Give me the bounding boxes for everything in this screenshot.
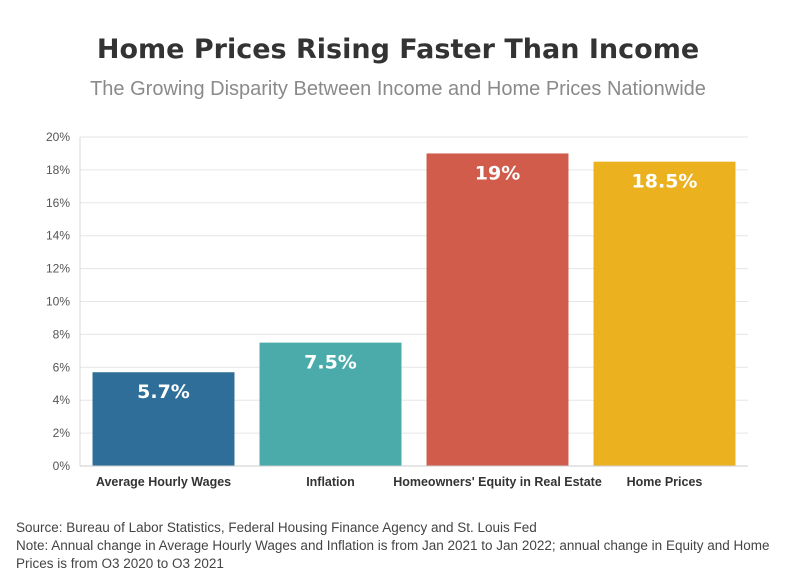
- bar-data-label: 18.5%: [632, 171, 698, 193]
- bar: [426, 153, 569, 466]
- bar-data-label: 5.7%: [137, 381, 190, 403]
- bar: [92, 372, 235, 466]
- y-tick-label: 18%: [46, 163, 70, 177]
- chart-title: Home Prices Rising Faster Than Income: [96, 34, 700, 65]
- bar: [593, 161, 736, 467]
- y-tick-label: 20%: [46, 130, 70, 144]
- chart-subtitle: The Growing Disparity Between Income and…: [90, 78, 706, 100]
- y-tick-label: 8%: [53, 327, 71, 341]
- chart-footer: Source: Bureau of Labor Statistics, Fede…: [16, 519, 786, 573]
- y-tick-label: 2%: [53, 426, 71, 440]
- y-tick-label: 10%: [46, 295, 70, 309]
- x-tick-label: Average Hourly Wages: [96, 475, 231, 489]
- y-tick-label: 4%: [53, 393, 71, 407]
- bar: [259, 342, 402, 466]
- bar-data-label: 19%: [475, 162, 520, 184]
- methodology-note: Note: Annual change in Average Hourly Wa…: [16, 538, 770, 571]
- x-tick-label: Inflation: [306, 475, 355, 489]
- x-tick-label: Home Prices: [627, 475, 703, 489]
- y-tick-label: 16%: [46, 196, 70, 210]
- source-note: Source: Bureau of Labor Statistics, Fede…: [16, 520, 537, 535]
- x-tick-label: Homeowners' Equity in Real Estate: [393, 475, 602, 489]
- bar-data-label: 7.5%: [304, 352, 357, 374]
- y-tick-label: 12%: [46, 262, 70, 276]
- bar-chart: 0% 2% 4% 6% 8% 10% 12% 14% 16% 18% 20% 5.7% Average …: [46, 130, 748, 489]
- y-tick-label: 6%: [53, 360, 71, 374]
- y-tick-label: 0%: [53, 459, 71, 473]
- y-tick-label: 14%: [46, 229, 70, 243]
